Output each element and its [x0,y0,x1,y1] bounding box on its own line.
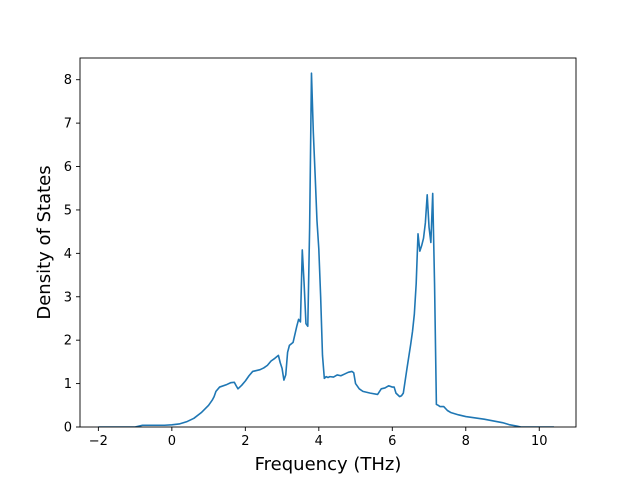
y-axis-label: Density of States [34,165,55,319]
x-tick-label: 8 [462,434,470,449]
x-axis-label: Frequency (THz) [255,454,402,475]
plot-area [98,72,554,427]
y-tick-label: 6 [64,160,72,175]
y-tick-label: 3 [64,290,72,305]
y-tick-label: 5 [64,203,72,218]
x-tick-label: 6 [388,434,396,449]
x-tick-label: 10 [531,434,548,449]
axes: −2 0 2 4 6 8 10 0 1 2 3 4 5 6 7 8 [64,57,577,449]
x-tick-label: 4 [315,434,323,449]
x-tick-label: 0 [168,434,176,449]
y-tick-label: 4 [64,247,72,262]
plot-frame [79,57,577,428]
x-tick-label: 2 [241,434,249,449]
y-tick-label: 2 [64,334,72,349]
y-tick-label: 1 [64,377,72,392]
y-tick-label: 0 [64,421,72,436]
y-tick-label: 8 [64,73,72,88]
series-line-0 [98,72,554,427]
x-tick-label: −2 [89,434,108,449]
y-tick-label: 7 [64,117,72,132]
